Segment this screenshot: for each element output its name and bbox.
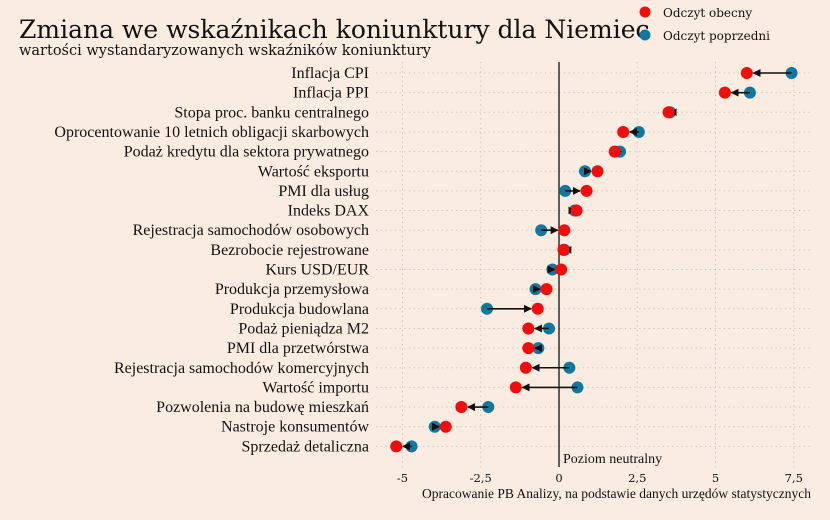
category-label: Stopa proc. banku centralnego [174,104,369,121]
category-label: Wartość eksportu [258,163,369,180]
dumbbell-row [546,263,568,276]
category-label: Nastroje konsumentów [221,419,369,436]
x-tick-label: -2,5 [470,471,492,485]
category-label: Sprzedaż detaliczna [242,438,369,455]
dumbbell-row [522,342,545,355]
x-tick-label: 5 [712,471,719,485]
category-label: Kurs USD/EUR [265,262,369,279]
current-value-dot [509,381,522,394]
legend-marker-current [639,6,651,18]
chart-title: Zmiana we wskaźnikach koniunktury dla Ni… [19,15,650,44]
dumbbell-row [557,243,572,256]
x-tick-label: -5 [397,471,408,485]
current-value-dot [740,67,753,79]
current-value-dot [531,302,544,315]
dumbbell-row [509,381,584,394]
dumbbell-row [519,361,576,374]
dumbbell-row [568,204,583,217]
grid [376,62,812,470]
legend-label-current: Odczyt obecny [663,6,752,20]
current-value-dot [519,361,532,374]
category-label: Rejestracja samochodów komercyjnych [114,360,369,377]
category-label: PMI dla przetwórstwa [227,340,369,357]
dumbbell-row [455,401,495,414]
current-value-dot [718,86,731,99]
category-label: Bezrobocie rejestrowane [210,242,369,259]
category-label: Indeks DAX [288,203,370,220]
source-note: Opracowanie PB Analizy, na podstawie dan… [422,486,811,501]
dumbbell-row [522,322,555,335]
current-value-dot [580,184,593,197]
current-value-dot [558,224,571,237]
current-value-dot [439,420,452,433]
chart-subtitle: wartości wystandaryzowanych wskaźników k… [19,43,432,59]
dumbbell-row [535,224,571,237]
dumbbell-row [559,184,593,197]
current-value-dot [570,204,583,217]
current-value-dot [591,165,604,178]
category-label: Podaż kredytu dla sektora prywatnego [124,144,369,161]
category-label: PMI dla usług [278,183,369,200]
data-marks [390,67,798,453]
current-value-dot [555,263,568,276]
category-label: Pozwolenia na budowę mieszkań [156,399,369,416]
dumbbell-row [390,440,418,453]
category-labels: Inflacja CPI Inflacja PPI Stopa proc. bank… [54,65,369,455]
x-tick-label: 2,5 [628,471,646,485]
category-label: Oprocentowanie 10 letnich obligacji skar… [54,124,369,141]
current-value-dot [455,401,468,414]
current-value-dot [617,125,630,138]
legend-label-previous: Odczyt poprzedni [663,29,770,43]
legend-item-previous: Odczyt poprzedni [639,29,770,43]
category-label: Podaż pieniądza M2 [238,320,369,337]
category-label: Produkcja przemysłowa [215,281,369,298]
dumbbell-row [481,302,544,315]
current-value-dot [390,440,403,453]
category-label: Wartość importu [262,379,369,396]
dumbbell-row [740,67,798,79]
category-label: Inflacja CPI [291,65,369,82]
dumbbell-row [662,106,677,119]
dumbbell-row [529,283,553,296]
x-tick-label: 0 [555,471,562,485]
x-tick-label: 7,5 [785,471,803,485]
current-value-dot [608,145,621,158]
zero-line-label: Poziom neutralny [563,452,662,467]
zero-line-group: Poziom neutralny [558,62,662,467]
x-axis-ticks: -5 -2,5 0 2,5 5 7,5 [397,471,803,485]
category-label: Rejestracja samochodów osobowych [133,222,369,239]
dumbbell-row [608,145,627,158]
legend-item-current: Odczyt obecny [639,6,752,20]
current-value-dot [557,243,570,256]
dumbbell-row [578,165,604,178]
category-label: Produkcja budowlana [230,301,369,318]
category-label: Inflacja PPI [293,85,369,102]
dumbbell-row [718,86,756,99]
current-value-dot [540,283,553,296]
current-value-dot [662,106,675,119]
current-value-dot [522,322,535,335]
legend: Odczyt obecny Odczyt poprzedni [639,6,770,43]
current-value-dot [522,342,535,355]
legend-marker-previous [639,29,651,41]
dumbbell-row [428,420,452,433]
dumbbell-row [617,125,645,138]
